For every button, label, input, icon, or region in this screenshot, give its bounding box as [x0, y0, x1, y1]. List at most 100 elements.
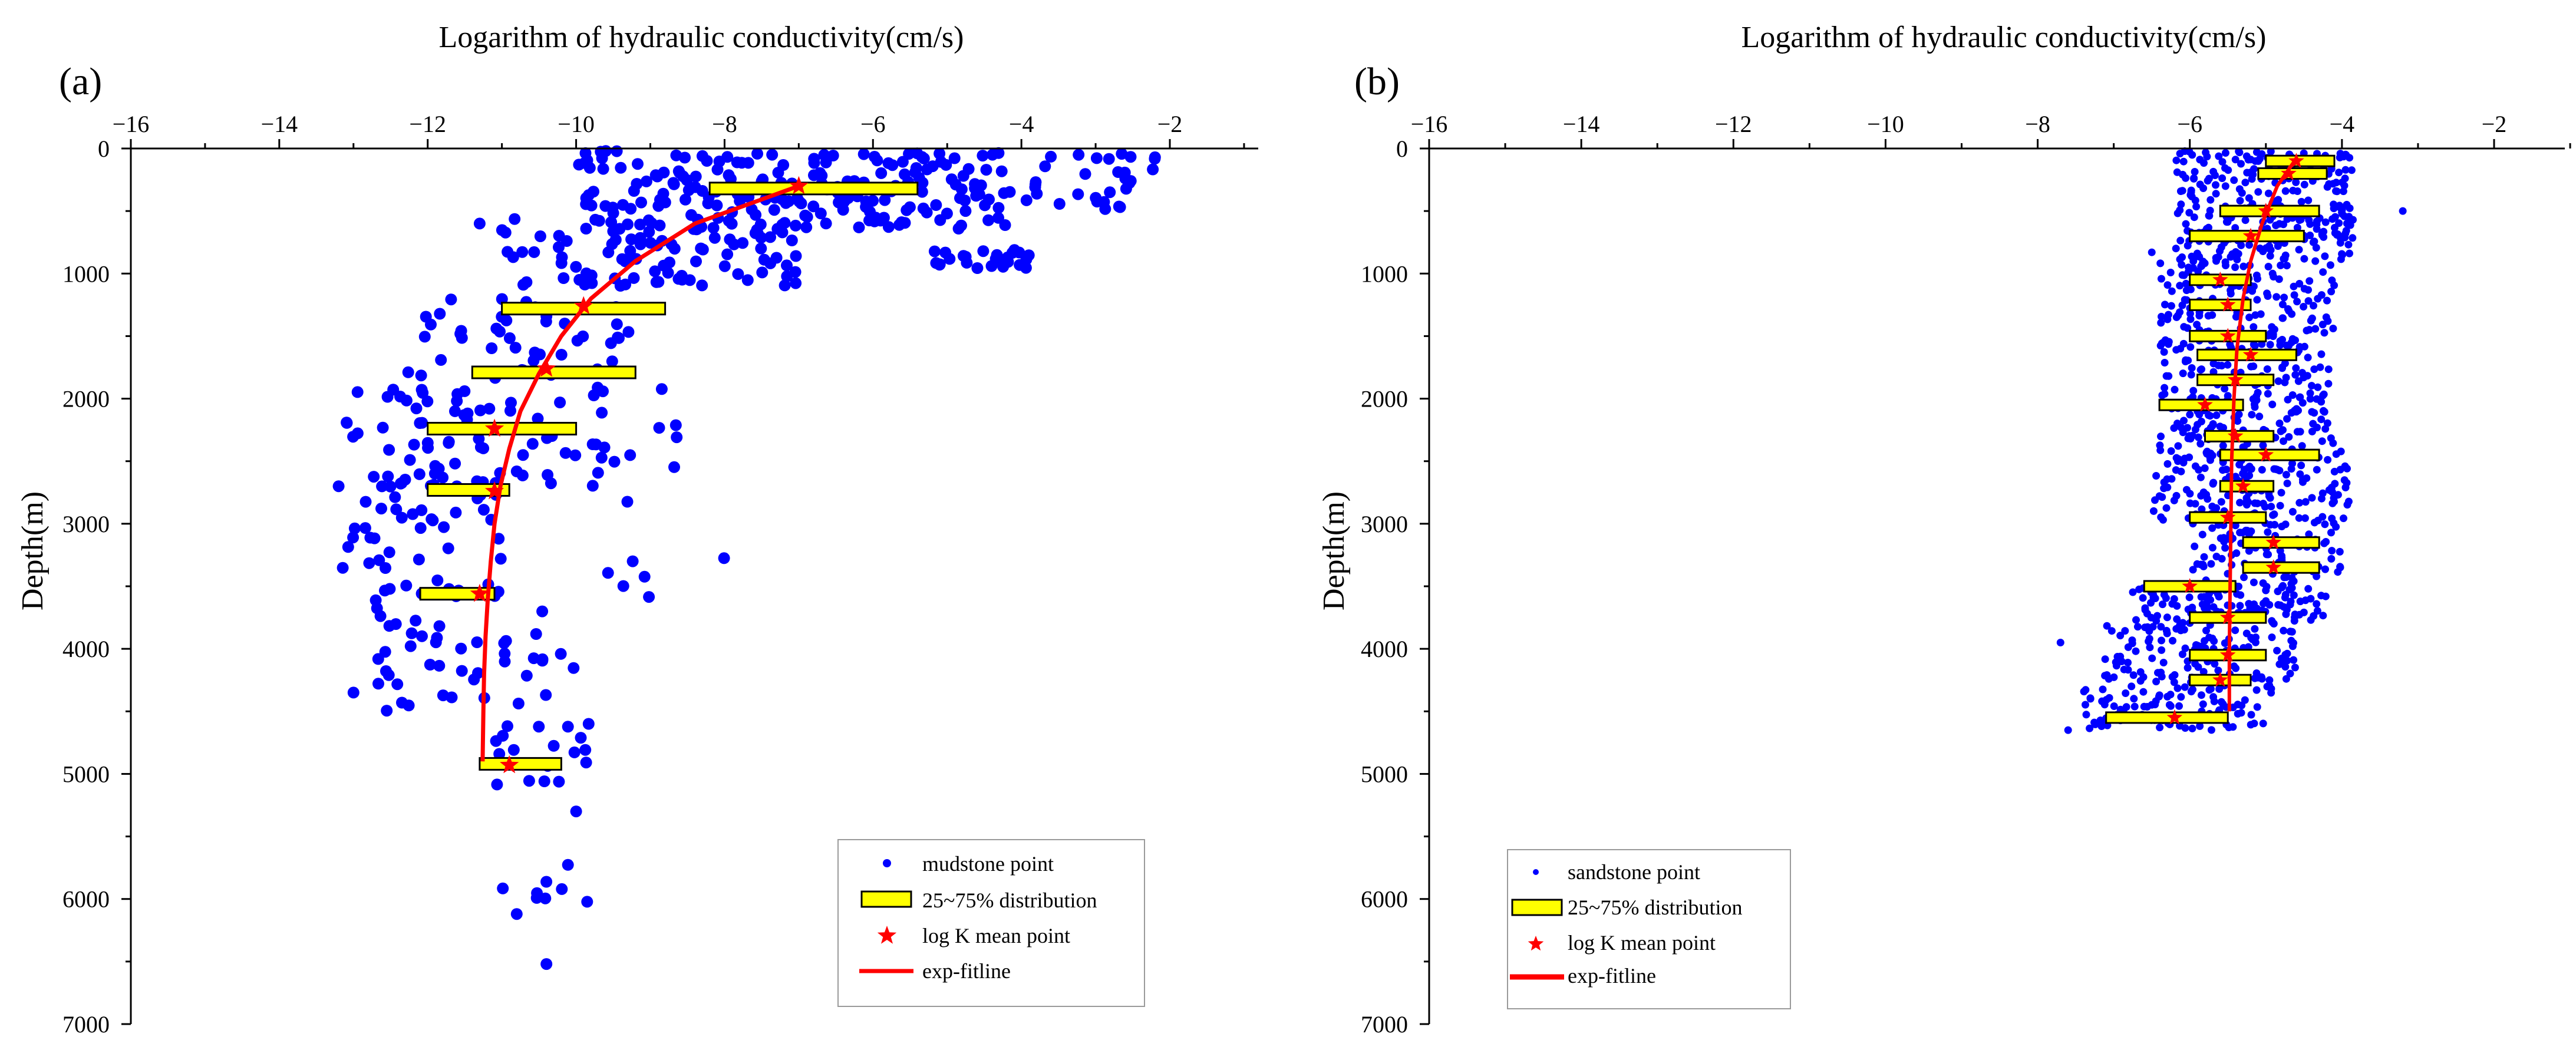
panel-a-scatter-point [377, 421, 389, 434]
panel-b-scatter-point [2101, 655, 2109, 663]
panel-b-distribution-box [2242, 536, 2320, 549]
panel-a-scatter-point [404, 454, 416, 466]
panel-a-scatter-point [598, 441, 611, 454]
panel-a-scatter-point [431, 574, 444, 586]
panel-b-scatter-point [2317, 350, 2326, 358]
panel-b-scatter-point [2158, 646, 2166, 654]
panel-a-scatter-point [512, 698, 525, 709]
panel-a-scatter-point [980, 164, 992, 176]
panel-b-scatter-point [2184, 242, 2192, 250]
panel-b-scatter-point [2208, 311, 2217, 319]
panel-a-y-tick-label: 4000 [62, 636, 110, 662]
panel-a-scatter-point [454, 328, 467, 340]
panel-a-scatter-point [416, 630, 428, 642]
panel-a-scatter-point [451, 395, 463, 407]
panel-b-scatter-point [2297, 461, 2305, 470]
panel-b-scatter-point [2263, 365, 2271, 373]
panel-b-legend-box-marker [1511, 899, 1563, 916]
panel-b-scatter-point [2236, 197, 2244, 205]
panel-a-y-tick-label: 5000 [62, 761, 110, 787]
panel-a-x-axis-title: Logarithm of hydraulic conductivity(cm/s… [439, 21, 964, 54]
panel-b-scatter-point [2295, 498, 2304, 507]
panel-a-scatter-point [597, 163, 609, 175]
panel-a-scatter-point [384, 480, 397, 493]
panel-a-scatter-point [569, 449, 582, 461]
panel-b-scatter-point [2244, 643, 2252, 651]
panel-b-scatter-point [2245, 463, 2254, 471]
panel-b-distribution-box [2242, 561, 2320, 574]
panel-a-scatter-point [530, 891, 543, 904]
panel-b-scatter-point [2264, 389, 2272, 398]
panel-a-scatter-point [473, 217, 486, 230]
panel-b-scatter-point [2234, 250, 2242, 258]
panel-b-y-tick-label: 0 [1396, 136, 1408, 162]
panel-a-scatter-point [791, 192, 803, 204]
panel-a-scatter-point [420, 311, 432, 323]
panel-b-scatter-point [2332, 523, 2340, 531]
panel-a-scatter-point [382, 669, 395, 681]
panel-a-scatter-point [417, 387, 429, 399]
panel-a-scatter-point [696, 150, 708, 162]
panel-b-scatter-point [2280, 437, 2287, 445]
panel-b-scatter-point [2305, 277, 2314, 285]
panel-a-scatter-point [734, 195, 746, 207]
panel-b-scatter-point [2113, 653, 2122, 661]
panel-b-scatter-point [2273, 646, 2281, 655]
panel-a-scatter-point [971, 262, 984, 274]
panel-a-scatter-point [895, 216, 908, 229]
panel-b-scatter-point [2272, 465, 2280, 473]
panel-b-scatter-point [2275, 420, 2284, 427]
panel-b-scatter-point [2160, 348, 2168, 356]
panel-b-scatter-point [2248, 635, 2257, 643]
panel-b-scatter-point [2177, 467, 2185, 476]
panel-b-scatter-point [2211, 660, 2219, 668]
panel-b-scatter-point [2283, 606, 2291, 614]
panel-a-scatter-point [347, 431, 359, 443]
panel-b-scatter-point [2222, 218, 2231, 226]
panel-b-scatter-point [2158, 339, 2166, 348]
panel-a-scatter-point [768, 204, 780, 216]
panel-a-x-tick-label: −8 [712, 111, 737, 137]
panel-b-scatter-point [2158, 391, 2166, 399]
panel-b-scatter-point [2342, 227, 2350, 235]
panel-b-scatter-point [2189, 257, 2198, 265]
panel-b-scatter-point [2181, 358, 2189, 365]
panel-b-scatter-point [2124, 659, 2132, 666]
panel-a-scatter-point [351, 386, 364, 398]
panel-b-scatter-point [2194, 642, 2202, 650]
panel-a-scatter-point [534, 230, 546, 242]
panel-a-label: (a) [59, 60, 102, 103]
panel-b-scatter-point [2200, 553, 2208, 561]
panel-b-y-tick-label: 6000 [1361, 886, 1408, 913]
panel-b-scatter-point [2163, 483, 2172, 491]
panel-b-mean-point [2212, 672, 2228, 687]
panel-a-scatter-point [416, 417, 428, 429]
panel-a-x-tick-label: −6 [860, 111, 886, 137]
panel-a-scatter-point [985, 260, 998, 272]
panel-a-scatter-point [562, 721, 574, 733]
panel-b-scatter-point [2201, 604, 2209, 612]
panel-b-scatter-point [2247, 362, 2255, 371]
panel-b-scatter-point [2232, 313, 2240, 321]
panel-a-distribution-box [427, 422, 578, 435]
panel-b-scatter-point [2285, 433, 2293, 441]
panel-b-scatter-point [2330, 281, 2338, 289]
panel-b-scatter-point [2224, 361, 2232, 369]
panel-a-scatter-point [867, 194, 879, 207]
panel-a-scatter-point [490, 735, 502, 747]
panel-b-scatter-point [2193, 321, 2201, 329]
panel-a-scatter-point [492, 586, 504, 598]
panel-b-scatter-point [2208, 544, 2217, 552]
panel-a-scatter-point [949, 179, 962, 191]
panel-a-scatter-point [536, 653, 549, 665]
panel-a-scatter-point [616, 253, 628, 265]
panel-b-legend-means-label: log K mean point [1568, 931, 1716, 955]
panel-b-scatter-point [2151, 496, 2159, 504]
panel-b-scatter-point [2313, 572, 2321, 580]
panel-b-scatter-point [2346, 204, 2354, 212]
panel-b-legend-frame [1507, 849, 1791, 1009]
panel-a-scatter-point [640, 175, 652, 187]
panel-b-scatter-point [2148, 654, 2156, 662]
panel-b-scatter-point [2152, 617, 2161, 625]
panel-b-legend-star-marker [1528, 936, 1544, 951]
